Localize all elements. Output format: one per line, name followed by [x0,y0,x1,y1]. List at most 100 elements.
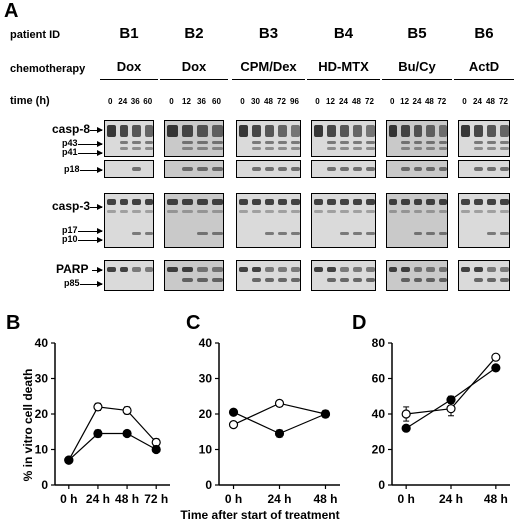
y-tick-label: 20 [199,407,213,421]
blot-band [487,210,496,213]
y-tick-label: 20 [35,407,49,421]
blot-band [426,232,435,235]
data-point [401,423,411,433]
blot-band [252,278,261,282]
time-point: 0 [315,97,320,106]
blot-band [487,125,496,137]
y-tick-label: 20 [372,443,386,457]
time-point: 12 [400,97,410,106]
x-tick-label: 0 h [397,492,414,506]
blot-band [167,267,178,272]
blot-band [366,278,375,282]
blot-band [197,210,208,213]
y-tick-label: 10 [199,443,213,457]
blot-band [438,167,447,171]
time-point: 12 [326,97,335,106]
chemo-regimen: HD-MTX [318,59,369,74]
blot-band [265,210,274,213]
time-point: 24 [118,97,128,106]
x-tick-label: 24 h [86,492,110,506]
blot-band [438,141,447,144]
y-tick-label: 40 [372,407,386,421]
blot-band [144,141,153,144]
blot-band [500,232,509,235]
blot-band [340,267,349,272]
data-point [151,444,161,455]
casp8-arrow [90,127,103,133]
blot-p18 [311,160,376,178]
p85-arrow [80,281,103,287]
blot-band [212,141,223,144]
blot-band [107,210,116,213]
blot-band [474,199,483,205]
blot-band [252,167,261,171]
time-point: 72 [365,97,374,106]
blot-band [487,167,496,171]
data-point [228,407,239,417]
x-tick-label: 24 h [267,492,291,506]
casp8-label: casp-8 [52,122,91,136]
blot-band [340,147,349,150]
blot-band [426,267,435,272]
blot-band [389,199,398,205]
panel-b-letter: B [6,312,21,334]
blot-band [327,167,336,171]
blot-band [401,267,410,272]
time-point: 48 [352,97,361,106]
blot-band [389,267,398,272]
blot-band [413,125,423,137]
blot-band [252,125,261,137]
series-line [68,406,157,461]
y-tick-label: 30 [199,372,213,386]
blot-parp [236,260,301,291]
blot-band [197,232,208,235]
blot-band [366,232,375,235]
p43-arrow [78,141,103,147]
blot-band [327,141,336,144]
blot-casp3 [164,193,224,248]
blot-band [265,199,274,205]
blot-band [487,278,496,282]
casp3-label: casp-3 [52,199,91,213]
blot-band [487,199,496,205]
blot-band [278,278,287,282]
blot-band [197,125,208,137]
blot-band [500,210,509,213]
blot-parp [164,260,224,291]
blot-band [291,278,300,282]
chemo-underline [100,79,158,80]
blot-casp3 [104,193,154,248]
blot-band [132,267,141,272]
blot-band [401,210,410,213]
blot-band [212,267,223,272]
blot-band [389,125,398,137]
data-point [93,428,103,439]
blot-band [132,167,141,171]
y-tick-label: 60 [372,372,386,386]
blot-band [291,267,300,272]
blot-parp [458,260,510,291]
blot-band [197,199,208,205]
blot-band [474,147,483,150]
blot-band [461,267,470,272]
data-point [274,398,285,408]
blot-band [212,199,223,205]
blot-band [212,147,223,150]
data-point [401,409,411,419]
blot-band [291,210,300,213]
blot-band [265,232,274,235]
y-tick-label: 0 [41,478,48,492]
p17-arrow [78,228,103,234]
patient-id: B5 [407,25,427,42]
blot-band [291,147,300,150]
blot-casp8 [311,120,376,157]
blot-band [366,199,375,205]
blot-band [252,147,261,150]
time-point: 0 [108,97,113,106]
blot-band [239,199,248,205]
blot-band [197,267,208,272]
blot-band [401,141,410,144]
blot-p18 [104,160,154,178]
blot-band [107,267,116,272]
chemo-regimen: CPM/Dex [240,59,297,74]
